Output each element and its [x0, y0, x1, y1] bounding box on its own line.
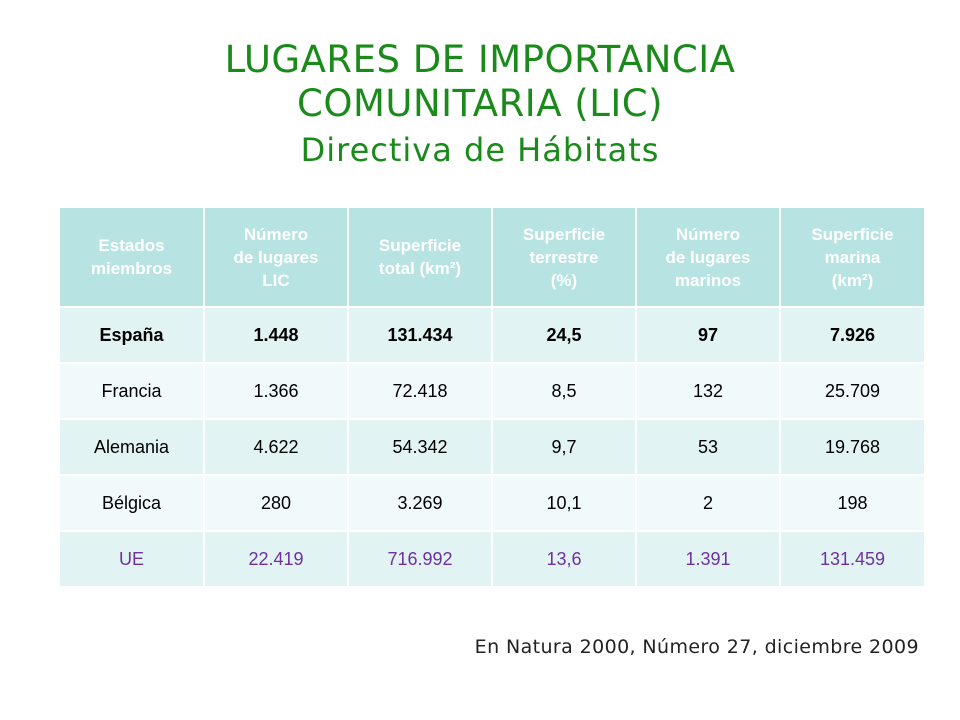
header-text: marina: [824, 247, 881, 267]
header-text: Superficie: [522, 224, 606, 244]
header-text: LIC: [262, 270, 290, 290]
slide-title: LUGARES DE IMPORTANCIA COMUNITARIA (LIC)…: [0, 38, 960, 174]
table-cell: 54.342: [348, 418, 493, 475]
header-text: (km²): [831, 270, 874, 290]
lic-table: Estados miembros Número de lugares LIC S…: [60, 208, 924, 586]
table-cell: 72.418: [348, 362, 493, 419]
header-text: de lugares: [665, 247, 751, 267]
table-cell: 716.992: [348, 530, 493, 586]
table-row-ue: UE 22.419 716.992 13,6 1.391 131.459: [60, 530, 924, 586]
title-subtitle: Directiva de Hábitats: [300, 131, 660, 169]
header-text: marinos: [674, 270, 742, 290]
header-text: miembros: [90, 259, 173, 278]
table-cell: 10,1: [492, 474, 637, 531]
table-cell: 9,7: [492, 418, 637, 475]
table-cell: Francia: [60, 362, 205, 419]
header-text: Estados: [98, 236, 165, 255]
table-cell: 1.391: [636, 530, 781, 586]
table-row-belgica: Bélgica 280 3.269 10,1 2 198: [60, 474, 924, 531]
header-superficie-marina: Superficie marina (km²): [780, 208, 924, 307]
title-line-2: COMUNITARIA (LIC): [296, 82, 664, 125]
table-cell: Bélgica: [60, 474, 205, 531]
table-row-espana: España 1.448 131.434 24,5 97 7.926: [60, 306, 924, 363]
header-estados: Estados miembros: [60, 208, 205, 307]
table-cell: 131.459: [780, 530, 924, 586]
table-cell: 53: [636, 418, 781, 475]
table-cell: 131.434: [348, 306, 493, 363]
table-row-alemania: Alemania 4.622 54.342 9,7 53 19.768: [60, 418, 924, 475]
header-superficie-total: Superficie total (km²): [348, 208, 493, 307]
table-cell: UE: [60, 530, 205, 586]
table-cell: 19.768: [780, 418, 924, 475]
table-header-row: Estados miembros Número de lugares LIC S…: [60, 208, 924, 307]
table-cell: 132: [636, 362, 781, 419]
header-text: de lugares: [233, 247, 319, 267]
table-cell: España: [60, 306, 205, 363]
table-cell: 2: [636, 474, 781, 531]
header-text: Superficie: [811, 224, 894, 244]
header-numero-lugares-lic: Número de lugares LIC: [204, 208, 349, 307]
table-cell: Alemania: [60, 418, 205, 475]
table-cell: 7.926: [780, 306, 924, 363]
table-cell: 3.269: [348, 474, 493, 531]
source-citation: En Natura 2000, Número 27, diciembre 200…: [474, 636, 919, 658]
title-line-1: LUGARES DE IMPORTANCIA: [224, 38, 736, 81]
table-cell: 198: [780, 474, 924, 531]
header-text: (%): [550, 270, 578, 290]
header-text: Superficie: [378, 236, 462, 255]
table-cell: 1.366: [204, 362, 349, 419]
table-cell: 1.448: [204, 306, 349, 363]
header-text: total (km²): [378, 259, 462, 278]
table-cell: 8,5: [492, 362, 637, 419]
header-text: Número: [675, 224, 741, 244]
header-text: Número: [243, 224, 309, 244]
table-cell: 4.622: [204, 418, 349, 475]
table-cell: 280: [204, 474, 349, 531]
table-cell: 97: [636, 306, 781, 363]
table-row-francia: Francia 1.366 72.418 8,5 132 25.709: [60, 362, 924, 419]
table-cell: 22.419: [204, 530, 349, 586]
header-numero-lugares-marinos: Número de lugares marinos: [636, 208, 781, 307]
header-superficie-terrestre: Superficie terrestre (%): [492, 208, 637, 307]
table-cell: 24,5: [492, 306, 637, 363]
header-text: terrestre: [529, 247, 599, 267]
table-cell: 13,6: [492, 530, 637, 586]
table-cell: 25.709: [780, 362, 924, 419]
